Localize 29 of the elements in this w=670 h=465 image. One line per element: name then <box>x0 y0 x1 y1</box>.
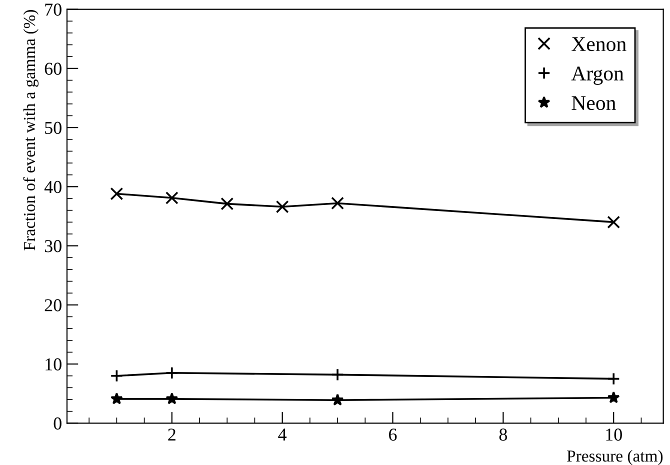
y-tick-label: 60 <box>44 62 62 75</box>
point <box>110 392 123 404</box>
x-tick-label: 10 <box>606 428 622 441</box>
point <box>165 191 178 204</box>
x-tick-label: 2 <box>168 428 176 441</box>
point <box>607 391 620 404</box>
x-tick-label: 8 <box>499 428 508 441</box>
point <box>331 394 344 406</box>
point <box>110 369 124 382</box>
point <box>607 216 620 229</box>
point <box>331 196 344 210</box>
legend-label: Neon <box>572 96 616 110</box>
point <box>110 187 124 200</box>
y-tick-label: 40 <box>44 180 62 194</box>
y-tick-label: 70 <box>45 4 62 16</box>
point <box>276 200 289 214</box>
legend-label: Xenon <box>572 37 626 52</box>
y-tick-label: 20 <box>44 299 62 312</box>
point <box>166 392 178 404</box>
y-tick-label: 50 <box>45 122 62 134</box>
x-tick-label: 4 <box>278 428 287 441</box>
x-axis-title: Pressure (atm) <box>567 450 663 465</box>
y-tick-label: 10 <box>46 358 62 370</box>
y-tick-label: 0 <box>54 417 62 430</box>
y-tick-label: 30 <box>44 240 62 252</box>
x-tick-label: 6 <box>389 428 397 441</box>
legend-label: Argon <box>571 66 624 85</box>
point <box>220 197 234 210</box>
y-axis-title: Fraction of event with a gamma (%) <box>23 10 39 250</box>
